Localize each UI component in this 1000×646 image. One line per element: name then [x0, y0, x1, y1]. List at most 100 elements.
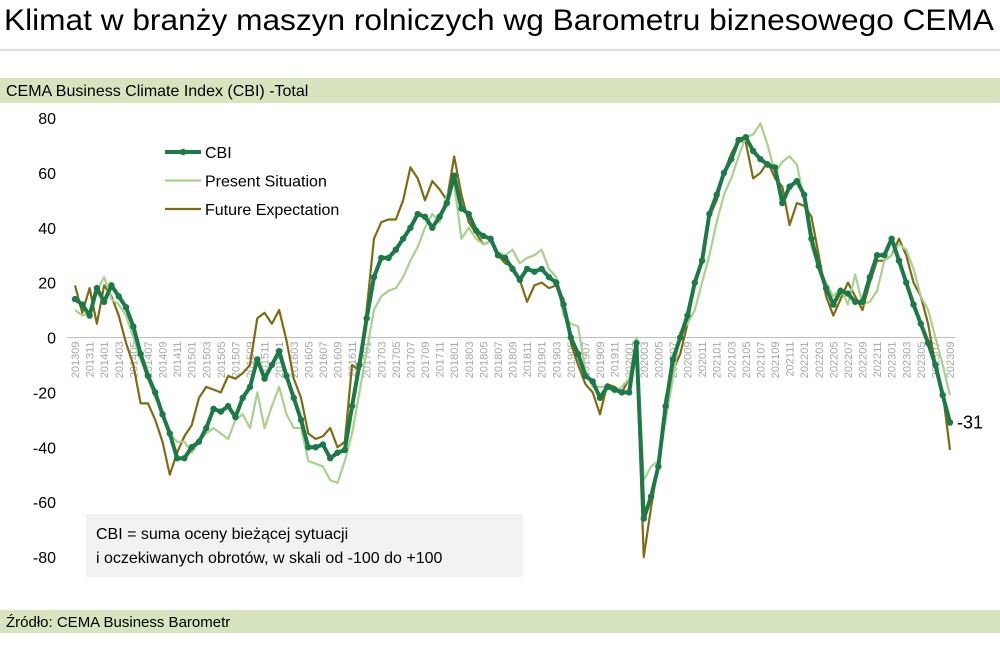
y-tick-label: -80	[33, 550, 56, 567]
x-tick-label: 201501	[187, 342, 199, 379]
x-tick-label: 201909	[595, 342, 607, 379]
x-tick-label: 202111	[785, 342, 797, 377]
x-tick-label: 202009	[683, 342, 695, 379]
data-point	[728, 155, 735, 163]
data-point	[684, 312, 691, 319]
data-point	[348, 402, 356, 410]
data-point	[903, 279, 910, 286]
data-point	[195, 438, 203, 445]
data-point	[742, 134, 750, 141]
data-point	[268, 361, 276, 369]
legend-label: Future Expectation	[205, 202, 339, 219]
data-point	[706, 210, 713, 218]
x-tick-label: 201807	[493, 341, 505, 378]
legend-label: Present Situation	[205, 174, 327, 191]
data-point	[159, 411, 166, 418]
data-point	[414, 210, 421, 218]
data-point	[152, 389, 159, 396]
data-point	[545, 273, 553, 281]
data-point	[494, 251, 502, 259]
data-point	[735, 136, 742, 144]
chart-subtitle: CEMA Business Climate Index (CBI) -Total	[6, 83, 308, 100]
data-point	[334, 449, 341, 456]
x-tick-label: 201503	[201, 342, 213, 379]
x-tick-label: 201309	[70, 342, 82, 379]
data-point	[771, 164, 779, 171]
data-point	[312, 444, 319, 451]
data-point	[662, 402, 669, 410]
x-tick-label: 202011	[697, 342, 709, 378]
data-point	[122, 304, 130, 311]
data-point	[567, 334, 575, 341]
data-point	[305, 444, 312, 451]
data-point	[764, 161, 771, 168]
data-point	[290, 394, 297, 402]
x-tick-label: 202107	[755, 342, 767, 379]
chart-title: Klimat w branży maszyn rolniczych wg Bar…	[4, 4, 994, 37]
x-tick-label: 201801	[449, 342, 461, 379]
data-point	[749, 147, 757, 155]
data-point	[611, 386, 618, 393]
x-tick-label: 201703	[376, 342, 388, 379]
data-point	[173, 455, 181, 462]
data-point	[502, 254, 509, 262]
data-point	[108, 282, 115, 289]
x-tick-label: 202203	[814, 342, 826, 379]
x-tick-label: 202201	[799, 342, 811, 379]
y-tick-label: 40	[38, 221, 56, 238]
x-tick-label: 202305	[916, 342, 928, 379]
data-point	[946, 419, 954, 426]
data-point	[341, 446, 348, 454]
y-tick-label: 0	[47, 331, 56, 348]
x-tick-label: 202005	[653, 342, 665, 379]
data-point	[625, 389, 633, 396]
data-point	[924, 339, 932, 347]
data-point	[655, 463, 662, 470]
data-point	[917, 320, 925, 327]
data-point	[640, 515, 647, 522]
x-tick-label: 201409	[158, 342, 170, 379]
data-point	[720, 169, 728, 177]
data-point	[130, 323, 137, 330]
data-point	[779, 199, 786, 207]
data-point	[188, 444, 195, 451]
data-point	[866, 273, 873, 281]
legend-marker	[179, 148, 187, 156]
data-point	[698, 257, 706, 264]
x-tick-label: 201809	[508, 342, 520, 379]
x-tick-label: 202103	[726, 342, 738, 379]
subtitle-band	[0, 78, 1000, 103]
data-point	[203, 424, 210, 432]
data-point	[589, 378, 596, 385]
data-point	[531, 268, 538, 275]
x-tick-label: 201709	[420, 342, 432, 379]
x-tick-label: 202211	[872, 342, 884, 378]
data-point	[261, 375, 268, 382]
data-point	[873, 251, 881, 259]
x-tick-label: 202101	[712, 342, 724, 379]
x-tick-label: 201701	[362, 342, 374, 379]
data-point	[465, 210, 472, 218]
x-tick-label: 201507	[230, 342, 242, 379]
data-point	[604, 383, 611, 391]
x-tick-label: 202209	[858, 342, 870, 379]
data-point	[399, 235, 407, 242]
x-tick-label: 202301	[887, 342, 899, 379]
data-point	[319, 441, 327, 448]
data-point	[677, 334, 684, 341]
data-point	[370, 273, 378, 281]
x-tick-label: 202205	[828, 342, 840, 379]
data-point	[144, 372, 152, 380]
x-tick-label: 201803	[464, 342, 476, 379]
data-point	[618, 389, 626, 396]
data-point	[115, 293, 122, 300]
data-point	[574, 350, 582, 358]
data-point	[297, 416, 305, 424]
data-point	[224, 402, 232, 410]
data-point	[217, 408, 225, 415]
data-point	[881, 251, 888, 259]
x-tick-label: 201903	[551, 342, 563, 379]
data-point	[421, 213, 429, 220]
data-point	[713, 191, 720, 199]
